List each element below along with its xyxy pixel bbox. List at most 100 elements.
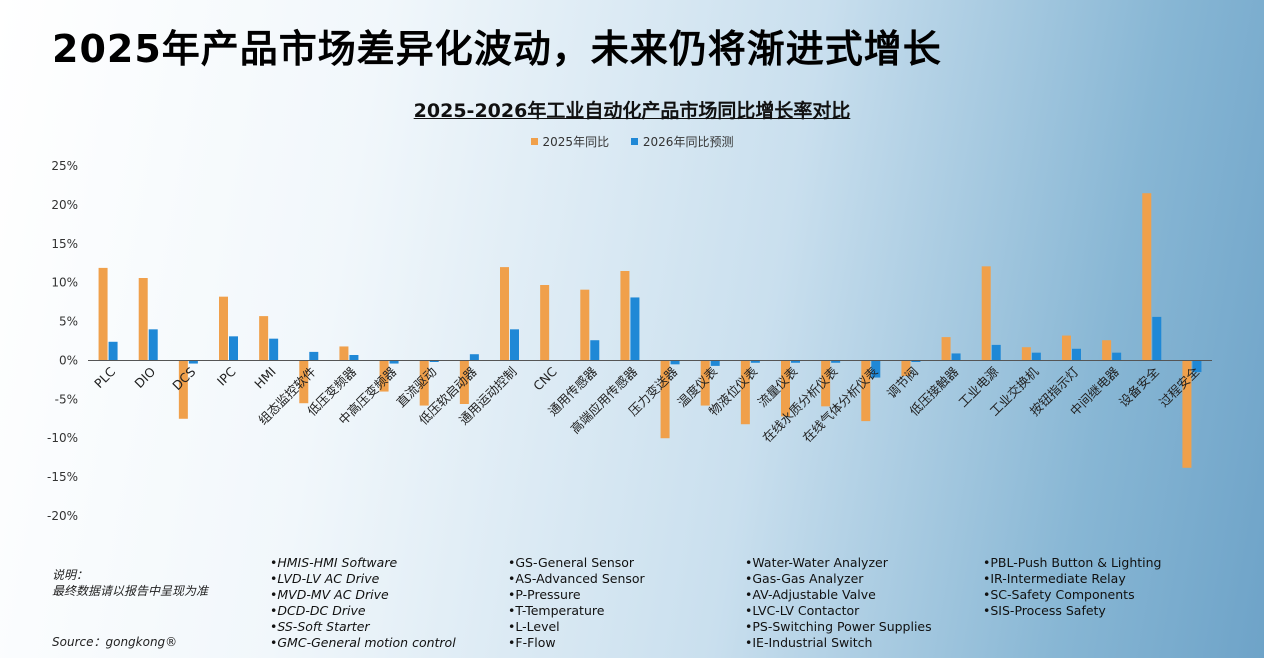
bar-2025 bbox=[138, 278, 148, 361]
legend-swatch-2026 bbox=[630, 138, 638, 145]
abbreviation-code: •LVC- bbox=[745, 603, 780, 618]
y-tick-label: 10% bbox=[51, 276, 78, 290]
legend-label-2026: 2026年同比预测 bbox=[642, 135, 734, 149]
abbreviation-column: •Water-Water Analyzer •Gas-Gas Analyzer •A… bbox=[745, 555, 932, 651]
bar-2025 bbox=[1142, 193, 1152, 361]
bar-2025 bbox=[540, 285, 550, 361]
bar-2026 bbox=[951, 353, 961, 361]
abbreviation-entry: •AS-Advanced Sensor bbox=[508, 571, 645, 587]
abbreviation-meaning: Industrial Switch bbox=[768, 635, 873, 650]
bar-2026 bbox=[791, 360, 800, 363]
bar-2025 bbox=[901, 360, 911, 376]
abbreviation-entry: •SC-Safety Components bbox=[983, 587, 1162, 603]
abbreviation-meaning: Water Analyzer bbox=[792, 555, 888, 570]
abbreviation-meaning: Temperature bbox=[525, 603, 605, 618]
bar-2025 bbox=[1102, 340, 1112, 361]
abbreviation-column: •HMIS-HMI Software •LVD-LV AC Drive •MVD-M… bbox=[270, 555, 456, 651]
abbreviation-code: •SS- bbox=[270, 619, 298, 634]
chart-title: 2025-2026年工业自动化产品市场同比增长率对比 bbox=[413, 100, 851, 122]
x-category-label: CNC bbox=[530, 364, 560, 394]
bar-2025 bbox=[219, 296, 228, 361]
abbreviation-meaning: General motion control bbox=[311, 635, 456, 650]
abbreviation-entry: •LVD-LV AC Drive bbox=[270, 571, 456, 587]
note: 说明： 最终数据请以报告中呈现为准 bbox=[52, 567, 208, 599]
bar-2026 bbox=[389, 360, 399, 364]
bar-2026 bbox=[991, 344, 1001, 361]
abbreviation-entry: •PBL-Push Button & Lighting bbox=[983, 555, 1162, 571]
y-tick-label: 0% bbox=[59, 353, 78, 367]
abbreviation-code: •GMC- bbox=[270, 635, 312, 650]
source-credit: Source：gongkong® bbox=[52, 635, 178, 649]
y-tick-label: 20% bbox=[51, 198, 78, 212]
bar-2025 bbox=[178, 360, 188, 419]
note-label: 说明： bbox=[52, 568, 89, 582]
abbreviation-code: •SIS- bbox=[983, 603, 1015, 618]
bar-2026 bbox=[108, 341, 118, 361]
x-category-label: HMI bbox=[251, 364, 278, 391]
abbreviation-entry: •P-Pressure bbox=[508, 587, 645, 603]
abbreviation-code: •LVD- bbox=[270, 571, 307, 586]
abbreviation-meaning: Soft Starter bbox=[297, 619, 370, 634]
abbreviation-code: •AS- bbox=[508, 571, 537, 586]
bar-2026 bbox=[710, 360, 720, 366]
abbreviation-entry: •L-Level bbox=[508, 619, 645, 635]
abbreviation-meaning: MV AC Drive bbox=[310, 587, 389, 602]
y-tick-label: 5% bbox=[59, 315, 78, 329]
abbreviation-meaning: Safety Components bbox=[1011, 587, 1135, 602]
abbreviation-code: •P- bbox=[508, 587, 528, 602]
bar-chart: 25% 20% 15% 10% 5% 0% -5% -10% -15% -20% PLC DIO DCS… bbox=[47, 159, 1212, 523]
abbreviation-entry: •AV-Adjustable Valve bbox=[745, 587, 932, 603]
bar-2026 bbox=[750, 360, 760, 363]
abbreviation-code: •AV- bbox=[745, 587, 773, 602]
bar-2025 bbox=[821, 360, 831, 407]
y-tick-label: -20% bbox=[47, 509, 78, 523]
abbreviation-meaning: Push Button & Lighting bbox=[1017, 555, 1162, 570]
legend-label-2025: 2025年同比 bbox=[542, 135, 610, 149]
abbreviation-meaning: DC Drive bbox=[309, 603, 366, 618]
bar-2026 bbox=[630, 297, 640, 361]
abbreviation-meaning: General Sensor bbox=[537, 555, 635, 570]
x-category-label: IPC bbox=[214, 364, 239, 389]
abbreviation-entry: •SS-Soft Starter bbox=[270, 619, 456, 635]
abbreviation-code: •SC- bbox=[983, 587, 1012, 602]
bar-2025 bbox=[620, 271, 630, 361]
abbreviation-column: •GS-General Sensor •AS-Advanced Sensor •P-… bbox=[508, 555, 645, 651]
abbreviation-code: •PS- bbox=[745, 619, 773, 634]
bar-2025 bbox=[1021, 347, 1031, 361]
bar-2025 bbox=[660, 360, 670, 439]
abbreviation-code: •DCD- bbox=[270, 603, 310, 618]
abbreviation-code: •IE- bbox=[745, 635, 769, 650]
bar-2026 bbox=[1072, 348, 1081, 361]
bar-2025 bbox=[419, 360, 429, 406]
abbreviation-entry: •DCD-DC Drive bbox=[270, 603, 456, 619]
abbreviation-entry: •IE-Industrial Switch bbox=[745, 635, 932, 651]
bar-2025 bbox=[781, 360, 790, 417]
bar-2025 bbox=[98, 267, 108, 361]
abbreviation-code: •Water- bbox=[745, 555, 793, 570]
abbreviation-code: •L- bbox=[508, 619, 527, 634]
abbreviation-code: •HMIS- bbox=[270, 555, 314, 570]
abbreviation-meaning: Advanced Sensor bbox=[536, 571, 645, 586]
bar-2026 bbox=[831, 360, 841, 363]
bar-2026 bbox=[188, 360, 198, 364]
x-category-label: PLC bbox=[91, 364, 118, 391]
abbreviation-column: •PBL-Push Button & Lighting •IR-Intermedi… bbox=[983, 555, 1162, 619]
abbreviation-code: •F- bbox=[508, 635, 528, 650]
abbreviation-meaning: Pressure bbox=[527, 587, 581, 602]
abbreviation-code: •T- bbox=[508, 603, 526, 618]
abbreviation-meaning: LV Contactor bbox=[779, 603, 860, 618]
bar-2026 bbox=[670, 360, 680, 365]
bar-2025 bbox=[299, 360, 309, 404]
chart-legend: 2025年同比 2026年同比预测 bbox=[0, 133, 1264, 150]
bar-2025 bbox=[981, 266, 991, 361]
bar-2026 bbox=[871, 360, 881, 378]
x-category-label: 过程安全 bbox=[1156, 364, 1202, 410]
bar-2025 bbox=[259, 316, 269, 361]
bar-2026 bbox=[349, 355, 359, 361]
bar-2026 bbox=[148, 329, 158, 361]
slide-title: 2025年产品市场差异化波动，未来仍将渐进式增长 bbox=[52, 27, 942, 71]
abbreviation-entry: •Water-Water Analyzer bbox=[745, 555, 932, 571]
bar-2025 bbox=[740, 360, 750, 425]
abbreviation-meaning: Adjustable Valve bbox=[772, 587, 876, 602]
x-category-label: 设备安全 bbox=[1116, 364, 1162, 410]
